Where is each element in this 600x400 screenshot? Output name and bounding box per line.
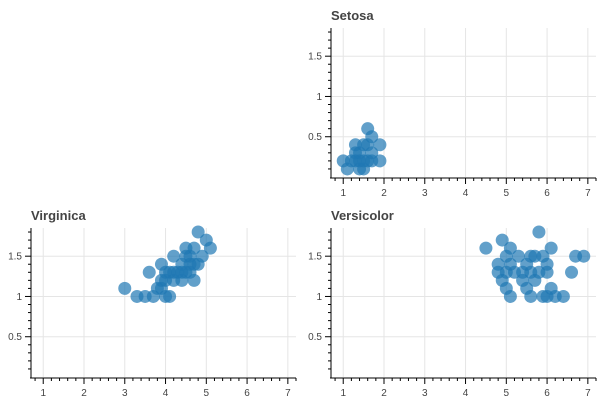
y-tick-label: 1: [316, 292, 322, 303]
scatter-point: [373, 138, 387, 152]
scatter-points: [118, 225, 217, 303]
x-tick-label: 7: [285, 388, 291, 399]
x-tick-label: 5: [504, 388, 510, 399]
scatter-point: [365, 130, 379, 144]
x-tick-label: 2: [81, 388, 87, 399]
scatter-points: [479, 225, 591, 303]
x-tick-label: 6: [544, 188, 550, 199]
tick-labels: 1 2 3 4 5 6 7 0.5 1 1.5: [308, 52, 591, 199]
x-tick-label: 2: [381, 188, 387, 199]
x-tick-label: 3: [422, 388, 428, 399]
scatter-point: [577, 249, 591, 263]
x-tick-label: 7: [585, 188, 591, 199]
scatter-point: [365, 146, 379, 160]
panel-setosa: Setosa 1 2 3 4 5 6 7 0.5 1 1.5: [308, 8, 597, 199]
scatter-point: [532, 225, 546, 239]
panel-title: Virginica: [31, 208, 86, 223]
x-tick-label: 1: [340, 388, 346, 399]
panel-title: Versicolor: [331, 208, 394, 223]
x-tick-label: 1: [40, 388, 46, 399]
y-tick-label: 1: [16, 292, 22, 303]
gridlines: [331, 28, 596, 177]
x-tick-label: 4: [463, 188, 469, 199]
y-tick-label: 0.5: [308, 332, 322, 343]
tick-labels: 1 2 3 4 5 6 7 0.5 1 1.5: [8, 252, 291, 399]
x-tick-label: 7: [585, 388, 591, 399]
x-tick-label: 4: [463, 388, 469, 399]
scatter-point: [187, 241, 201, 255]
scatter-point: [524, 289, 538, 303]
scatter-point: [540, 257, 554, 271]
scatter-point: [503, 289, 517, 303]
scatter-points: [336, 122, 387, 176]
panel-virginica: Virginica 1 2 3 4 5 6 7 0.5 1 1.5: [8, 208, 297, 399]
scatter-point: [163, 289, 177, 303]
scatter-point: [118, 281, 132, 295]
y-tick-label: 1.5: [308, 252, 322, 263]
scatter-point: [195, 249, 209, 263]
axes: [25, 228, 297, 384]
x-tick-label: 5: [204, 388, 210, 399]
scatter-point: [556, 289, 570, 303]
x-tick-label: 6: [244, 388, 250, 399]
scatter-point: [479, 241, 493, 255]
x-tick-label: 3: [122, 388, 128, 399]
axes: [325, 228, 597, 384]
scatter-point: [565, 265, 579, 279]
y-tick-label: 1.5: [8, 252, 22, 263]
panel-title: Setosa: [331, 8, 374, 23]
scatter-point: [167, 249, 181, 263]
axes: [325, 28, 597, 184]
y-tick-label: 1: [316, 92, 322, 103]
scatter-point: [544, 241, 558, 255]
x-tick-label: 2: [381, 388, 387, 399]
y-tick-label: 1.5: [308, 52, 322, 63]
scatter-point: [503, 241, 517, 255]
tick-labels: 1 2 3 4 5 6 7 0.5 1 1.5: [308, 252, 591, 399]
scatter-point: [495, 233, 509, 247]
x-tick-label: 6: [544, 388, 550, 399]
x-tick-label: 4: [163, 388, 169, 399]
x-tick-label: 1: [340, 188, 346, 199]
scatter-point: [512, 249, 526, 263]
scatter-point: [203, 241, 217, 255]
x-tick-label: 5: [504, 188, 510, 199]
panel-versicolor: Versicolor 1 2 3 4 5 6 7 0.5 1 1.5: [308, 208, 597, 399]
scatter-point: [373, 154, 387, 168]
scatter-point: [187, 273, 201, 287]
scatter-point: [142, 265, 156, 279]
scatter-point: [191, 225, 205, 239]
x-tick-label: 3: [422, 188, 428, 199]
y-tick-label: 0.5: [8, 332, 22, 343]
gridlines: [31, 228, 296, 377]
y-tick-label: 0.5: [308, 132, 322, 143]
